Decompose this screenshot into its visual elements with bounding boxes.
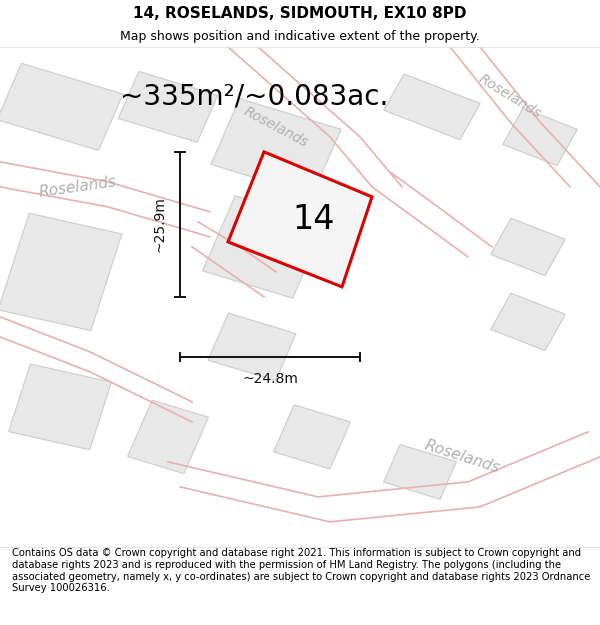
Text: ~24.8m: ~24.8m xyxy=(242,372,298,386)
Polygon shape xyxy=(384,74,480,140)
Polygon shape xyxy=(211,99,341,195)
Polygon shape xyxy=(127,400,209,474)
Polygon shape xyxy=(208,313,296,381)
Polygon shape xyxy=(491,218,565,276)
Polygon shape xyxy=(274,405,350,469)
Polygon shape xyxy=(383,444,457,499)
Text: Roselands: Roselands xyxy=(422,438,502,476)
Text: Roselands: Roselands xyxy=(241,104,311,150)
Text: 14, ROSELANDS, SIDMOUTH, EX10 8PD: 14, ROSELANDS, SIDMOUTH, EX10 8PD xyxy=(133,6,467,21)
Text: Contains OS data © Crown copyright and database right 2021. This information is : Contains OS data © Crown copyright and d… xyxy=(12,549,590,593)
Polygon shape xyxy=(491,293,565,351)
Polygon shape xyxy=(0,213,122,331)
Polygon shape xyxy=(202,196,326,298)
Polygon shape xyxy=(118,71,218,142)
Text: ~335m²/~0.083ac.: ~335m²/~0.083ac. xyxy=(120,83,388,111)
Polygon shape xyxy=(0,63,123,151)
Polygon shape xyxy=(8,364,112,450)
Text: Roselands: Roselands xyxy=(38,174,118,200)
Text: Roselands: Roselands xyxy=(476,72,544,122)
Text: 14: 14 xyxy=(292,203,335,236)
Polygon shape xyxy=(228,152,372,287)
Text: Map shows position and indicative extent of the property.: Map shows position and indicative extent… xyxy=(120,30,480,43)
Text: ~25.9m: ~25.9m xyxy=(153,196,167,252)
Polygon shape xyxy=(503,108,577,166)
